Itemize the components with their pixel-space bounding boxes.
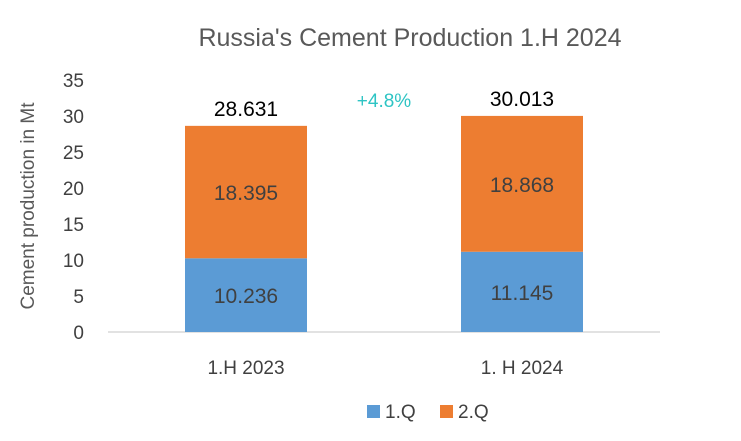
bar-segment-1q-2 <box>461 251 583 332</box>
x-axis-ticks: 1.H 2023 1. H 2024 <box>207 358 563 379</box>
y-tick-label: 20 <box>63 179 84 200</box>
bar-segment-2q-1 <box>185 125 307 259</box>
segment-value-label: 11.145 <box>491 282 554 305</box>
legend-label: 2.Q <box>458 402 489 423</box>
bar-total-label: 28.631 <box>214 98 278 121</box>
y-tick-label: 15 <box>63 215 84 236</box>
bars: 10.236 18.395 28.631 11.145 18.868 30.013 <box>185 88 583 332</box>
legend: 1.Q 2.Q <box>367 402 489 423</box>
bar-segment-1q-1 <box>185 258 307 332</box>
y-tick-label: 25 <box>63 143 84 164</box>
segment-value-label: 10.236 <box>214 285 278 308</box>
y-axis-label: Cement production in Mt <box>18 102 39 310</box>
segment-value-label: 18.395 <box>214 182 278 205</box>
legend-swatch-2q <box>440 405 453 418</box>
bar-total-label: 30.013 <box>490 88 554 111</box>
segment-value-label: 18.868 <box>490 174 554 197</box>
x-tick-label: 1.H 2023 <box>207 358 284 379</box>
y-tick-label: 30 <box>63 107 84 128</box>
y-tick-label: 0 <box>73 323 84 344</box>
y-tick-label: 35 <box>63 71 84 92</box>
growth-annotation: +4.8% <box>357 91 412 112</box>
y-tick-label: 10 <box>63 251 84 272</box>
y-axis-ticks: 0 5 10 15 20 25 30 35 <box>63 71 84 344</box>
legend-label: 1.Q <box>385 402 416 423</box>
bar-segment-2q-2 <box>461 115 583 252</box>
chart-title: Russia's Cement Production 1.H 2024 <box>198 24 621 52</box>
y-tick-label: 5 <box>73 287 84 308</box>
x-tick-label: 1. H 2024 <box>481 358 564 379</box>
legend-swatch-1q <box>367 405 380 418</box>
